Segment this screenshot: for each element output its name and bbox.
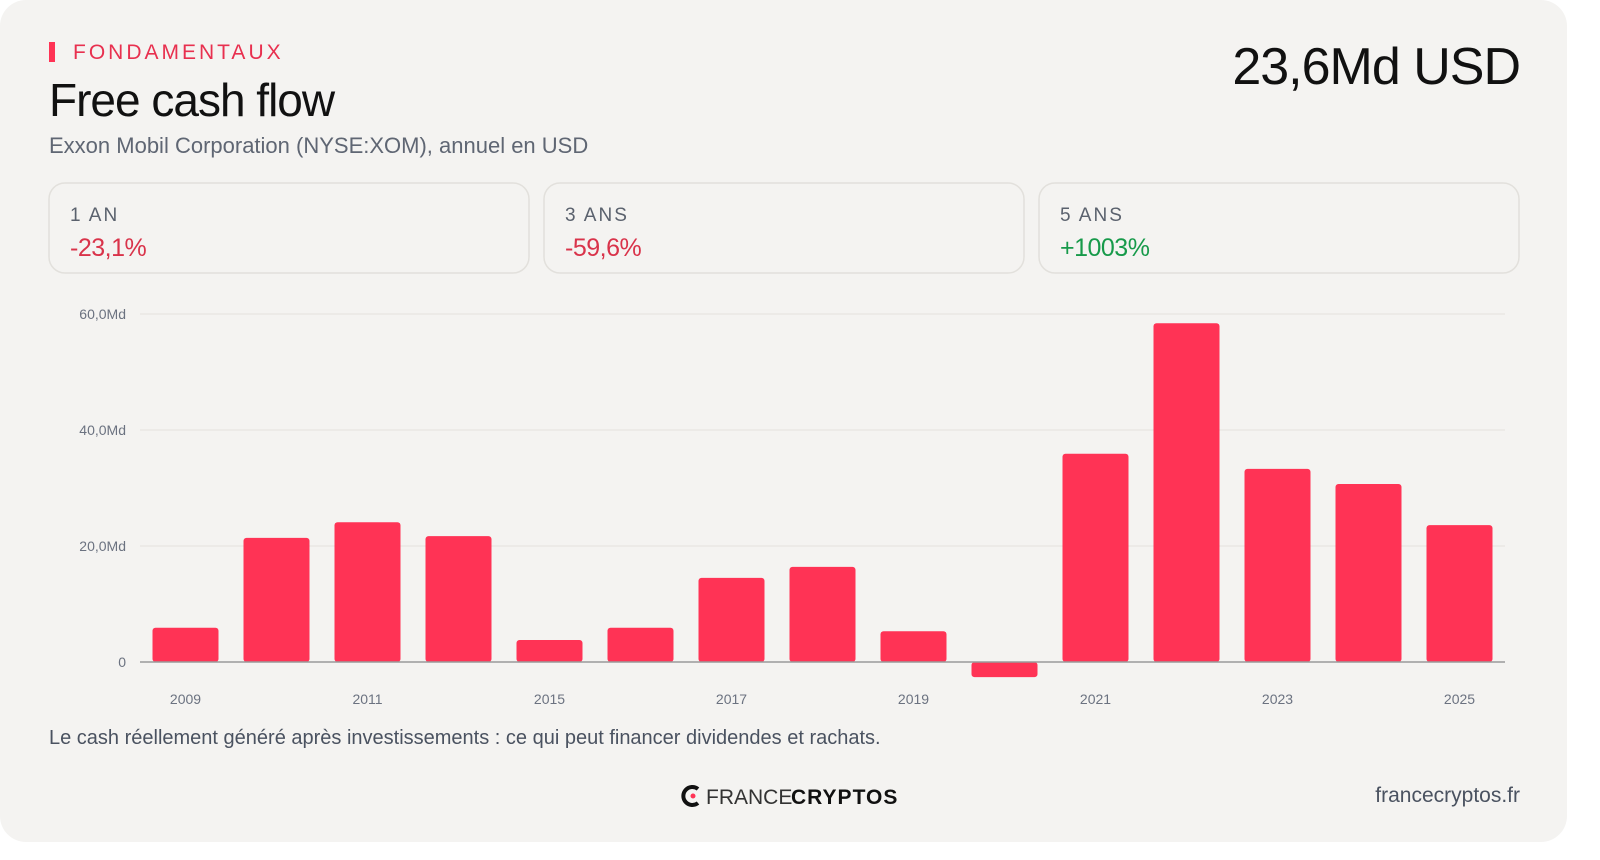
brand-light: FRANCE [706,786,792,809]
stat-value: -59,6% [565,234,641,262]
bar [243,537,310,662]
bar [1062,453,1129,662]
card-bg [0,0,1567,842]
y-tick-label: 20,0Md [79,538,126,554]
x-tick-label: 2023 [1262,691,1293,707]
y-tick-label: 0 [118,654,126,670]
x-tick-label: 2009 [170,691,201,707]
y-tick-label: 40,0Md [79,422,126,438]
stat-label: 3 ANS [565,205,629,226]
stat-value: +1003% [1060,234,1150,262]
bar [698,577,765,662]
logo-dot [690,793,696,799]
stat-card [1038,182,1520,274]
bar [1426,525,1493,662]
bar [334,522,401,662]
x-tick-label: 2011 [352,691,382,707]
chart-subtitle: Exxon Mobil Corporation (NYSE:XOM), annu… [49,133,588,158]
bar [425,536,492,662]
bar [880,631,947,662]
brand-bold: CRYPTOS [791,786,898,809]
stat-card [543,182,1025,274]
x-tick-label: 2021 [1080,691,1111,707]
chart-title: Free cash flow [49,74,336,126]
bar [1244,468,1311,662]
site-url: francecryptos.fr [1375,784,1520,807]
x-tick-label: 2017 [716,691,747,707]
kicker: FONDAMENTAUX [73,41,284,64]
stat-label: 5 ANS [1060,205,1124,226]
bar [971,662,1038,678]
chart-note: Le cash réellement généré après investis… [49,727,881,749]
bar [1153,323,1220,662]
kicker-bar [49,42,55,62]
bar [789,566,856,662]
bar [516,639,583,662]
bar [152,627,219,662]
x-tick-label: 2019 [898,691,929,707]
headline-value: 23,6Md USD [1232,38,1520,96]
logo-icon [681,785,700,807]
bar [607,627,674,662]
stat-label: 1 AN [70,205,119,226]
stat-card [48,182,530,274]
x-tick-label: 2015 [534,691,565,707]
x-tick-label: 2025 [1444,691,1475,707]
y-tick-label: 60,0Md [79,306,126,322]
stat-value: -23,1% [70,234,146,262]
bar [1335,483,1402,662]
brand-logo: FRANCE CRYPTOS [681,785,898,809]
